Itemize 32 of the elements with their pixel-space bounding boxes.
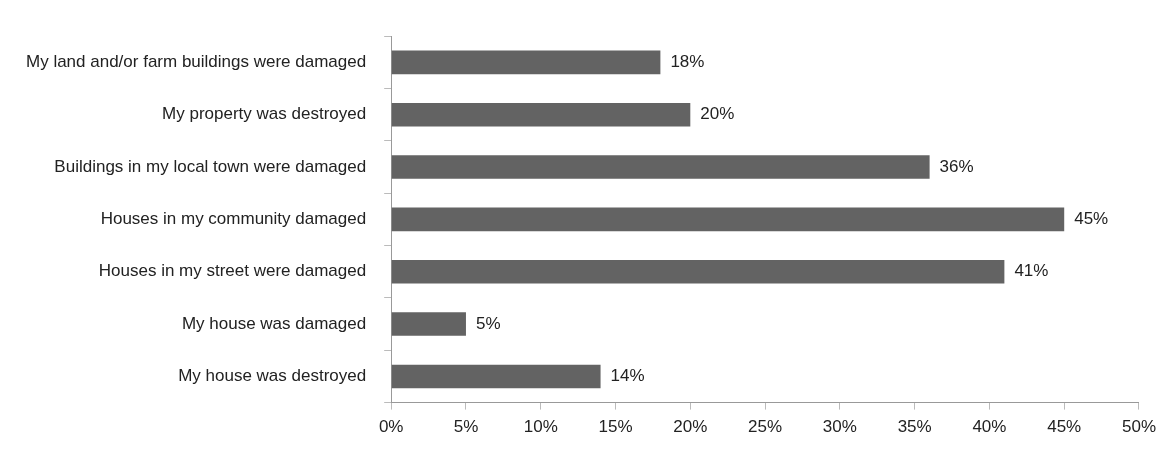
x-tick-label: 10% bbox=[523, 417, 558, 437]
data-label: 5% bbox=[475, 313, 501, 333]
y-tick-label: Houses in my street were damaged bbox=[98, 261, 367, 281]
bar bbox=[391, 259, 1005, 284]
data-label: 41% bbox=[1014, 261, 1049, 281]
bar bbox=[391, 364, 601, 389]
data-label: 18% bbox=[670, 52, 705, 72]
x-tick-label: 0% bbox=[378, 417, 404, 437]
data-label: 20% bbox=[700, 104, 735, 124]
bar bbox=[391, 50, 661, 75]
x-tick-label: 20% bbox=[673, 417, 708, 437]
data-label: 36% bbox=[939, 156, 974, 176]
x-tick-label: 5% bbox=[453, 417, 479, 437]
x-tick-label: 25% bbox=[748, 417, 783, 437]
x-tick-label: 50% bbox=[1121, 417, 1156, 437]
bar bbox=[391, 155, 930, 179]
y-tick-label: Houses in my community damaged bbox=[100, 209, 367, 229]
data-label: 45% bbox=[1074, 209, 1109, 229]
x-tick-label: 45% bbox=[1047, 417, 1082, 437]
y-tick-label: My house was damaged bbox=[181, 313, 367, 333]
x-tick-label: 15% bbox=[598, 417, 633, 437]
data-label: 14% bbox=[610, 366, 645, 386]
bar bbox=[391, 207, 1065, 232]
y-tick-label: My house was destroyed bbox=[178, 366, 367, 386]
y-tick-label: Buildings in my local town were damaged bbox=[54, 156, 367, 176]
y-tick-label: My property was destroyed bbox=[162, 104, 367, 124]
y-tick-label: My land and/or farm buildings were damaged bbox=[26, 52, 367, 72]
x-tick-label: 35% bbox=[897, 417, 932, 437]
bar bbox=[391, 102, 691, 127]
x-tick-label: 40% bbox=[972, 417, 1007, 437]
x-tick-label: 30% bbox=[822, 417, 857, 437]
bar bbox=[391, 312, 466, 336]
